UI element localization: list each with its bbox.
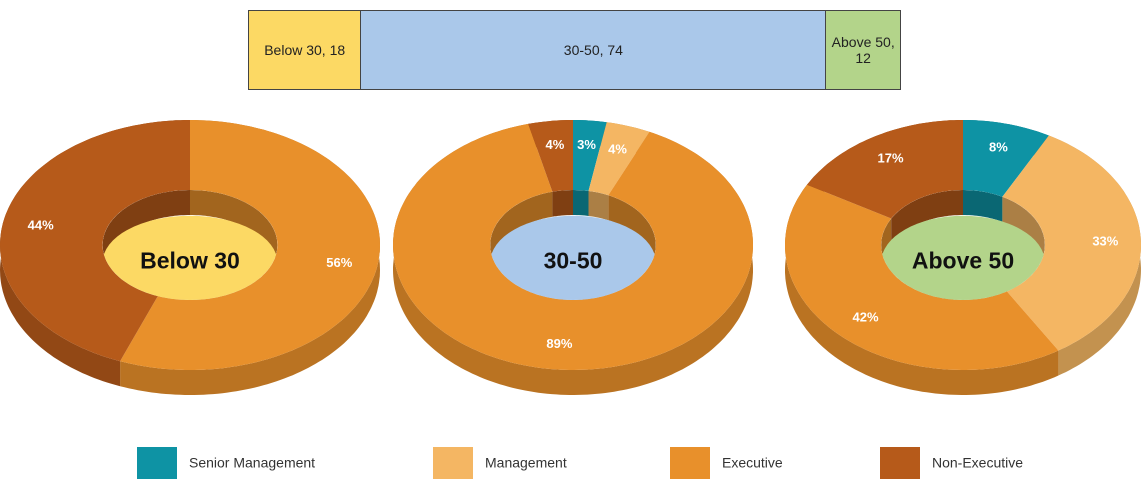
- bar-segment: 30-50, 74: [360, 10, 827, 90]
- slice: [0, 120, 190, 362]
- legend-swatch: [880, 447, 920, 479]
- slice-inner-wall: [573, 190, 589, 216]
- data-label: 56%: [326, 255, 352, 270]
- data-label: 89%: [546, 336, 572, 351]
- legend-label: Senior Management: [189, 455, 315, 471]
- center-disc: [881, 215, 1045, 300]
- center-disc: [490, 215, 656, 300]
- legend-label: Non-Executive: [932, 455, 1023, 471]
- data-label: 8%: [989, 140, 1008, 155]
- data-label: 3%: [577, 137, 596, 152]
- legend-label: Executive: [722, 455, 783, 471]
- legend-swatch: [670, 447, 710, 479]
- slice: [963, 120, 1049, 197]
- data-label: 42%: [853, 309, 879, 324]
- slice: [120, 120, 380, 370]
- legend-swatch: [137, 447, 177, 479]
- center-disc: [102, 215, 278, 300]
- data-label: 33%: [1092, 233, 1118, 248]
- center-label: Above 50: [912, 248, 1014, 274]
- slice: [528, 120, 573, 192]
- bar-segment: Above 50, 12: [825, 10, 901, 90]
- slice-inner-wall: [891, 190, 963, 244]
- slice-side: [785, 184, 1059, 395]
- slice-inner-wall: [552, 190, 573, 217]
- bar-segment: Below 30, 18: [248, 10, 362, 90]
- slice: [393, 123, 753, 371]
- slice-inner-wall: [588, 191, 609, 221]
- slice-inner-wall: [963, 190, 1003, 222]
- center-label: 30-50: [544, 248, 603, 274]
- slice: [573, 120, 607, 191]
- slice: [785, 184, 1059, 370]
- slice-side: [120, 120, 380, 395]
- slice: [1002, 135, 1141, 351]
- data-label: 4%: [608, 141, 627, 156]
- legend-label: Management: [485, 455, 567, 471]
- center-label: Below 30: [140, 248, 240, 274]
- data-label: 17%: [877, 150, 903, 165]
- slice: [588, 122, 650, 196]
- legend-swatch: [433, 447, 473, 479]
- stacked-bar: Below 30, 18 30-50, 74 Above 50, 12: [248, 10, 903, 90]
- data-label: 4%: [546, 137, 565, 152]
- data-label: 44%: [28, 218, 54, 233]
- slice: [807, 120, 963, 219]
